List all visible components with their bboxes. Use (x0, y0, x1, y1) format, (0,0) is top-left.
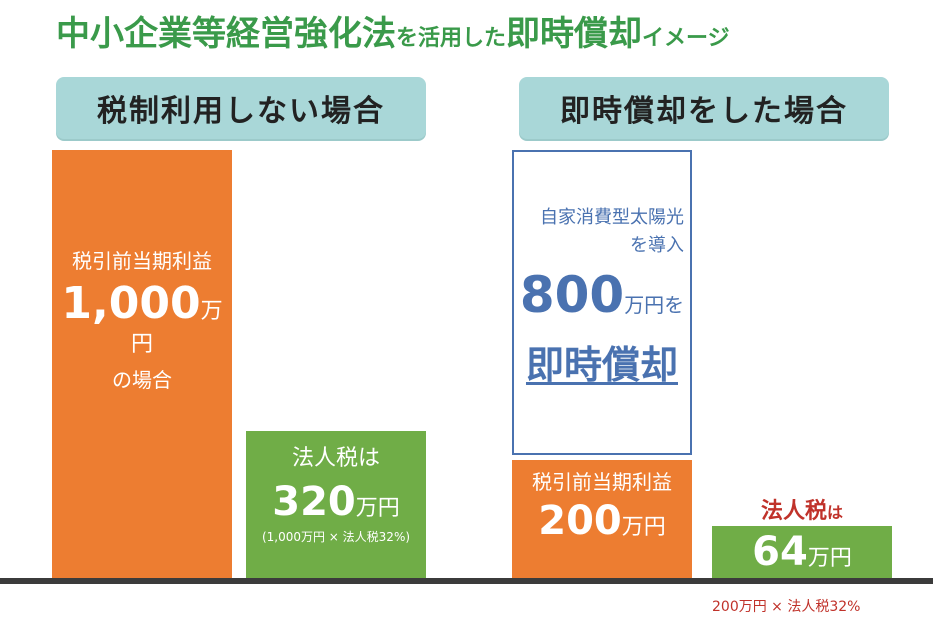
left-tax-bar (246, 431, 426, 580)
baseline (0, 578, 933, 584)
left-profit-amount: 1,000 (61, 278, 201, 329)
right-tax-text: 64万円 (712, 532, 892, 572)
depreciation-amount: 800 (519, 266, 625, 324)
right-profit-text: 税引前当期利益 200万円 (512, 466, 692, 541)
left-tax-text: 法人税は 320万円 (1,000万円 × 法人税32%) (246, 440, 426, 545)
page-title: 中小企業等経営強化法 を活用した 即時償却 イメージ (56, 6, 916, 54)
depreciation-unit: 万円を (624, 293, 685, 317)
right-tax-label-bold: 法人税 (760, 499, 827, 524)
depreciation-box (512, 150, 692, 455)
left-profit-unit: 万円 (130, 299, 223, 357)
right-profit-amount: 200 (538, 498, 622, 544)
depreciation-line2: を導入 (630, 235, 684, 256)
right-tax-unit: 万円 (807, 546, 852, 571)
depreciation-line1: 自家消費型太陽光 (540, 207, 684, 228)
left-section-header: 税制利用しない場合 (56, 77, 426, 139)
left-profit-label: 税引前当期利益 (72, 249, 212, 273)
title-part-3: 即時償却 (506, 14, 643, 54)
right-profit-label: 税引前当期利益 (532, 470, 672, 494)
right-tax-note: 200万円 × 法人税32% (712, 599, 861, 615)
right-tax-amount: 64 (752, 529, 808, 575)
left-profit-bar (52, 150, 232, 580)
right-tax-label: 法人税は (712, 493, 892, 525)
left-tax-note: (1,000万円 × 法人税32%) (261, 530, 411, 544)
title-part-1: 中小企業等経営強化法 (56, 14, 396, 54)
left-tax-amount: 320 (272, 479, 356, 525)
right-section-header: 即時償却をした場合 (519, 77, 889, 139)
title-part-2: を活用した (396, 26, 507, 51)
depreciation-amount-row: 800万円を (512, 270, 692, 320)
right-profit-unit: 万円 (621, 515, 666, 540)
depreciation-text: 自家消費型太陽光 を導入 (512, 203, 684, 257)
left-tax-unit: 万円 (355, 496, 400, 521)
title-part-4: イメージ (642, 26, 730, 51)
left-tax-label: 法人税は (291, 446, 380, 471)
right-profit-bar (512, 460, 692, 580)
left-profit-suffix: の場合 (112, 368, 172, 392)
right-tax-bar (712, 526, 892, 580)
left-profit-text: 税引前当期利益 1,000万円 の場合 (52, 245, 232, 393)
depreciation-action-row: 即時償却 (512, 334, 692, 389)
depreciation-action: 即時償却 (525, 343, 678, 387)
right-tax-label-suffix: は (827, 503, 844, 522)
